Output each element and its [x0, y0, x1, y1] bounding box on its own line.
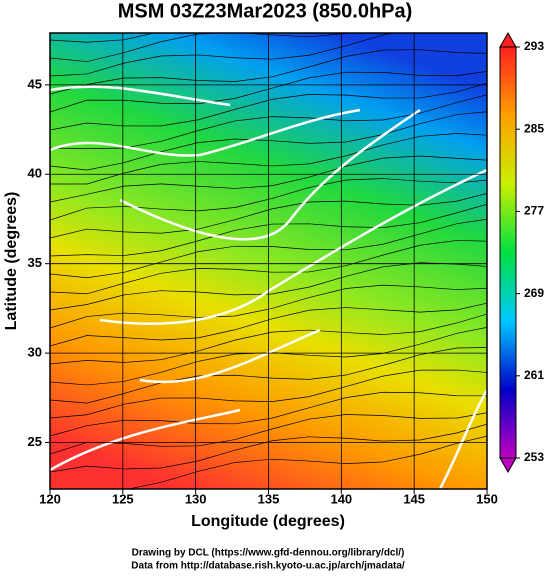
streamline	[50, 33, 156, 43]
colorbar-tick-label: 261	[524, 368, 544, 382]
streamline	[50, 369, 487, 419]
footer-line: Drawing by DCL (https://www.gfd-dennou.o…	[132, 548, 405, 559]
colorbar-tick-label: 253	[524, 450, 544, 464]
streamline	[50, 49, 487, 95]
colorbar-extend-bottom	[499, 457, 517, 474]
streamline	[50, 33, 350, 62]
x-tick-label: 120	[39, 491, 61, 506]
streamline	[50, 192, 487, 239]
isotherms	[50, 85, 487, 489]
x-tick-label: 140	[330, 491, 352, 506]
colorbar-tick-label: 277	[524, 204, 544, 218]
streamline	[50, 155, 487, 203]
y-tick-label: 40	[28, 166, 42, 181]
x-tick-label: 150	[476, 491, 498, 506]
streamline	[50, 302, 487, 347]
streamline	[50, 82, 487, 131]
x-tick-label: 135	[258, 491, 280, 506]
streamline	[50, 70, 487, 113]
chart-title: MSM 03Z23Mar2023 (850.0hPa)	[118, 0, 413, 22]
streamline	[126, 435, 487, 489]
colorbar-extend-top	[499, 31, 517, 48]
x-tick-label: 130	[185, 491, 207, 506]
y-tick-label: 45	[28, 76, 42, 91]
streamlines	[50, 33, 487, 489]
colorbar	[499, 46, 517, 459]
streamline	[50, 262, 487, 311]
streamline	[50, 327, 487, 386]
streamline	[50, 347, 487, 404]
colorbar-tick-label: 285	[524, 121, 544, 135]
streamline	[50, 33, 396, 77]
streamline	[50, 391, 487, 437]
footer-line: Data from http://database.rish.kyoto-u.a…	[131, 561, 405, 572]
streamline	[50, 313, 487, 365]
y-tick-label: 30	[28, 345, 42, 360]
streamline	[50, 412, 487, 455]
streamline	[50, 133, 487, 185]
x-tick-label: 145	[403, 491, 425, 506]
streamline	[50, 423, 487, 473]
streamline	[50, 218, 487, 279]
colorbar-tick-label: 293	[524, 39, 544, 53]
y-tick-label: 35	[28, 255, 42, 270]
x-tick-label: 125	[112, 491, 134, 506]
x-axis-label: Longitude (degrees)	[191, 513, 345, 530]
y-axis-label: Latitude (degrees)	[3, 192, 20, 331]
y-tick-label: 25	[28, 434, 42, 449]
streamline	[50, 178, 487, 221]
streamline	[50, 240, 487, 295]
colorbar-tick-label: 269	[524, 286, 544, 300]
streamline	[50, 111, 487, 171]
streamline	[50, 203, 487, 257]
streamline	[50, 284, 487, 329]
